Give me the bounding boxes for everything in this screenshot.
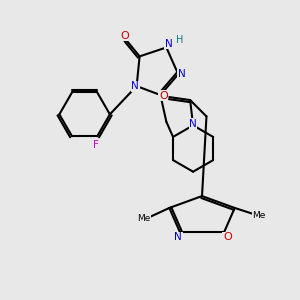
Text: F: F: [93, 140, 99, 149]
Text: Me: Me: [137, 214, 151, 223]
Text: N: N: [178, 69, 186, 79]
Text: O: O: [223, 232, 232, 242]
Text: O: O: [159, 91, 168, 100]
Text: N: N: [131, 81, 139, 91]
Text: O: O: [120, 31, 129, 40]
Text: N: N: [174, 232, 182, 242]
Text: N: N: [189, 119, 197, 129]
Text: Me: Me: [252, 211, 266, 220]
Text: N: N: [165, 39, 172, 49]
Text: H: H: [176, 35, 183, 45]
